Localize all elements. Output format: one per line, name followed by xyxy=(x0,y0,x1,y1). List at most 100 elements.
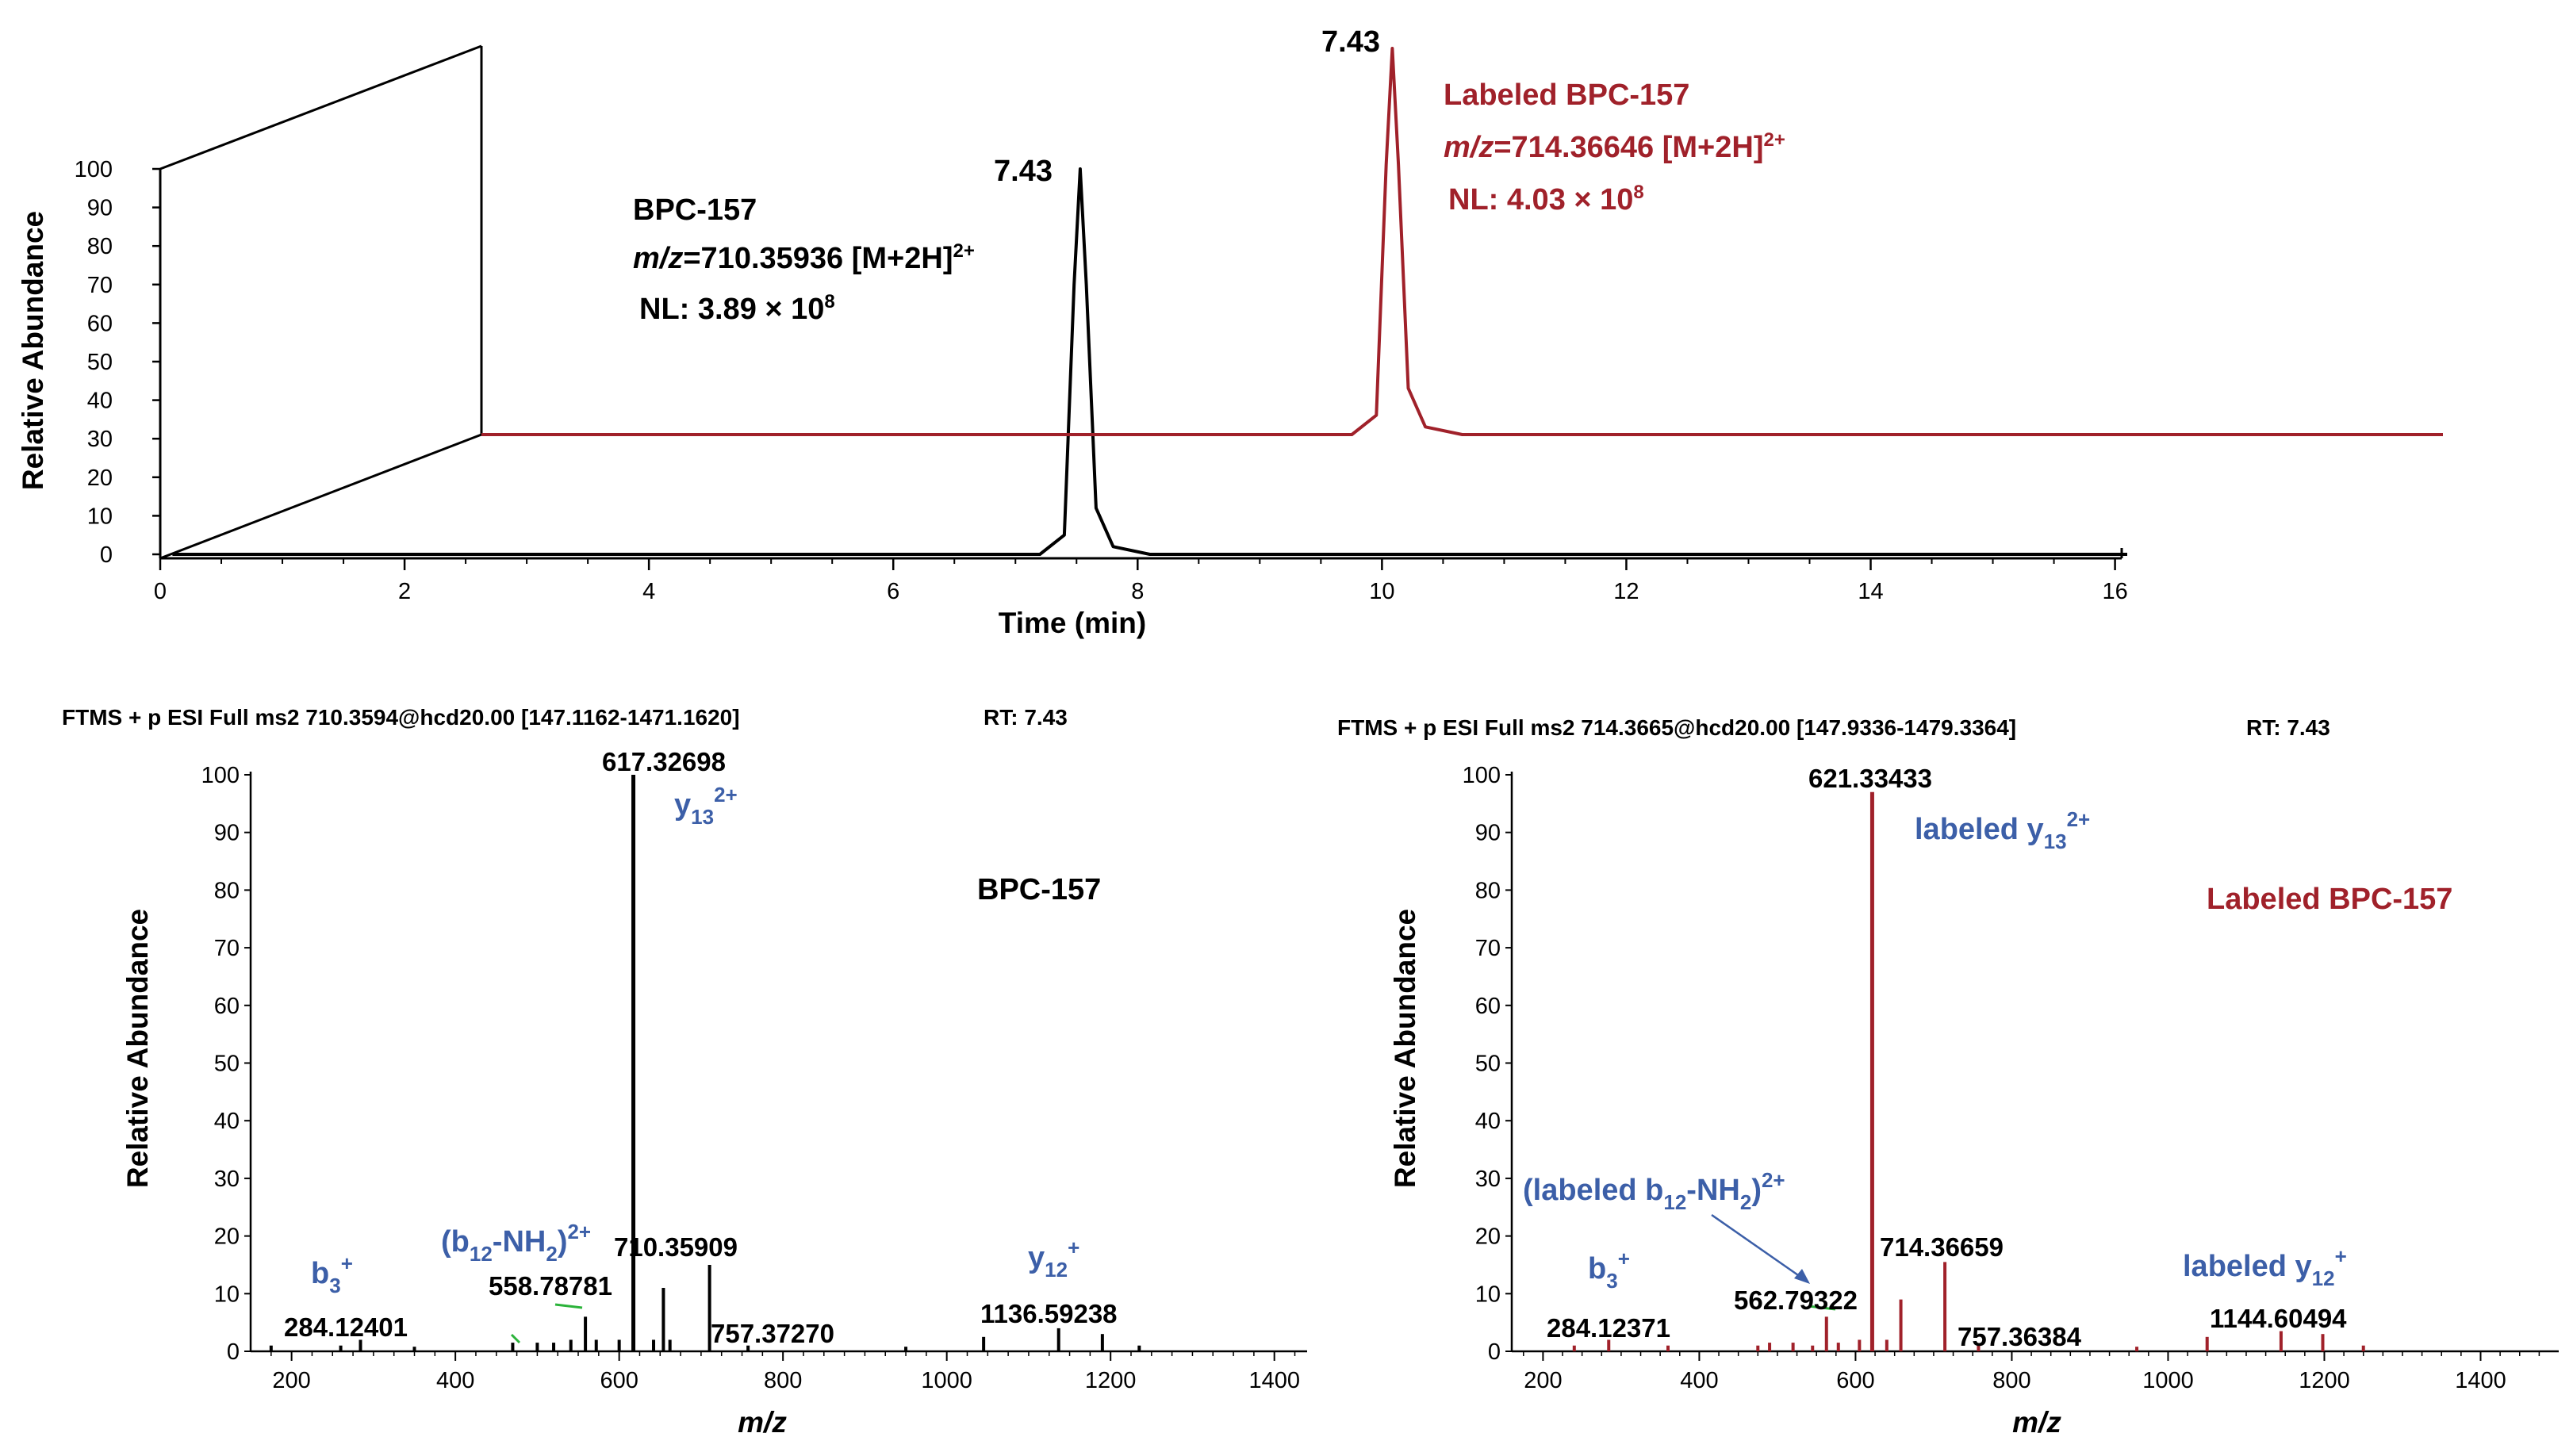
y-tick-label: 30 xyxy=(214,1167,240,1192)
spectrum-panel-labeled: FTMS + p ESI Full ms2 714.3665@hcd20.00 … xyxy=(1337,715,2559,1439)
annotation-bpc157: BPC-157 m/z=710.35936 [M+2H]2+ NL: 3.89 … xyxy=(633,193,975,326)
x-tick-label: 0 xyxy=(154,579,167,604)
compound-label: Labeled BPC-157 xyxy=(2207,883,2452,916)
peaks xyxy=(269,775,1141,1351)
y-tick-label: 70 xyxy=(87,273,113,298)
peak-label: 714.36659 xyxy=(1880,1232,2004,1262)
x-tick-label: 800 xyxy=(764,1368,802,1393)
y-tick-label: 80 xyxy=(214,878,240,903)
x-tick-label: 1400 xyxy=(1248,1368,1300,1393)
y-tick-label: 50 xyxy=(214,1052,240,1077)
x-tick-label: 14 xyxy=(1858,579,1883,604)
peak-label: 757.36384 xyxy=(1958,1322,2082,1351)
x-tick-label: 400 xyxy=(436,1368,474,1393)
x-axis-label: m/z xyxy=(738,1406,787,1439)
y-tick-label: 10 xyxy=(214,1282,240,1307)
peak-label: 1144.60494 xyxy=(2210,1304,2347,1333)
x-tick-label: 1400 xyxy=(2455,1368,2506,1393)
x-tick-label: 1000 xyxy=(2142,1368,2194,1393)
ion-label: (labeled b12-NH2)2+ xyxy=(1523,1168,1785,1214)
compound-label: BPC-157 xyxy=(977,873,1101,906)
y-tick-label: 90 xyxy=(214,821,240,846)
annotation-marker xyxy=(1808,1305,1836,1311)
x-tick-label: 200 xyxy=(1524,1368,1562,1393)
ion-label: b3+ xyxy=(311,1251,353,1297)
x-tick-label: 12 xyxy=(1613,579,1639,604)
annotation-name: Labeled BPC-157 xyxy=(1444,79,1689,112)
x-tick-label: 16 xyxy=(2102,579,2127,604)
y-tick-label: 0 xyxy=(100,542,113,568)
y-tick-label: 100 xyxy=(75,157,113,182)
ion-label: labeled y12+ xyxy=(2183,1244,2347,1290)
annotation-nl: NL: 4.03 × 108 xyxy=(1448,182,1644,216)
ion-label: y12+ xyxy=(1028,1236,1079,1282)
trace-labeled xyxy=(481,47,2443,436)
retention-time: RT: 7.43 xyxy=(2246,715,2330,740)
peak-label: 617.32698 xyxy=(602,747,726,776)
x-tick-label: 400 xyxy=(1680,1368,1718,1393)
scan-header: FTMS + p ESI Full ms2 714.3665@hcd20.00 … xyxy=(1337,715,2016,740)
x-tick-label: 4 xyxy=(642,579,655,604)
retention-time: RT: 7.43 xyxy=(984,705,1068,730)
trace-bpc157 xyxy=(172,167,2127,556)
peaks xyxy=(1572,791,2365,1351)
peak-label: 562.79322 xyxy=(1734,1285,1858,1315)
y-axis-label: Relative Abundance xyxy=(17,211,49,490)
y-tick-label: 40 xyxy=(214,1109,240,1134)
y-tick-label: 100 xyxy=(1463,763,1501,788)
ion-label: (b12-NH2)2+ xyxy=(441,1220,591,1266)
x-tick-label: 800 xyxy=(1992,1368,2030,1393)
x-tick-label: 200 xyxy=(272,1368,310,1393)
annotation-arrow-head xyxy=(1794,1269,1810,1284)
annotation-marker xyxy=(554,1303,583,1309)
y-tick-label: 50 xyxy=(87,350,113,375)
annotation-marker xyxy=(510,1333,521,1344)
y-tick-label: 70 xyxy=(1475,936,1501,961)
annotation-nl: NL: 3.89 × 108 xyxy=(639,291,835,326)
y-tick-label: 10 xyxy=(1475,1282,1501,1307)
y-tick-label: 60 xyxy=(1475,994,1501,1019)
x-ticks: 200 400 600 800 1000 1200 1400 xyxy=(1523,1351,2540,1393)
x-ticks: 200 400 600 800 1000 1200 1400 xyxy=(270,1351,1300,1393)
ion-label: labeled y132+ xyxy=(1915,807,2090,853)
peak-label: 1136.59238 xyxy=(980,1299,1118,1328)
x-tick-label: 2 xyxy=(398,579,411,604)
y-tick-label: 90 xyxy=(1475,821,1501,846)
axes xyxy=(249,772,1307,1353)
y-tick-label: 20 xyxy=(214,1224,240,1250)
axes xyxy=(1510,772,2559,1353)
y-ticks: 0 10 20 30 40 50 60 70 80 90 100 xyxy=(75,157,160,568)
axes xyxy=(159,44,2123,560)
y-tick-label: 60 xyxy=(87,311,113,336)
y-tick-label: 20 xyxy=(87,466,113,491)
peak-label: 284.12401 xyxy=(284,1312,408,1342)
y-tick-label: 80 xyxy=(87,234,113,259)
annotation-mz: m/z=710.35936 [M+2H]2+ xyxy=(633,240,975,275)
chromatogram-panel: Relative Abundance 010203040506070809010… xyxy=(17,25,2443,639)
x-tick-label: 8 xyxy=(1131,579,1144,604)
y-tick-label: 20 xyxy=(1475,1224,1501,1250)
peak-label: 284.12371 xyxy=(1547,1313,1670,1343)
y-axis-label: Relative Abundance xyxy=(1389,909,1421,1188)
annotation-labeled: Labeled BPC-157 m/z=714.36646 [M+2H]2+ N… xyxy=(1444,79,1785,216)
x-axis-label: Time (min) xyxy=(999,607,1146,639)
y-tick-label: 60 xyxy=(214,994,240,1019)
y-axis-label: Relative Abundance xyxy=(121,909,154,1188)
peak-label-rt-labeled: 7.43 xyxy=(1321,25,1380,59)
y-tick-label: 50 xyxy=(1475,1052,1501,1077)
y-ticks: 0 10 20 30 40 50 60 70 80 90 100 xyxy=(1463,763,1512,1365)
y-tick-label: 70 xyxy=(214,936,240,961)
y-tick-label: 0 xyxy=(227,1339,240,1365)
depth-edge-bottom xyxy=(159,433,482,560)
peak-label: 621.33433 xyxy=(1808,764,1932,793)
annotation-arrow xyxy=(1711,1213,1809,1284)
y-tick-label: 90 xyxy=(87,196,113,221)
y-tick-label: 80 xyxy=(1475,878,1501,903)
ion-label: y132+ xyxy=(674,783,738,829)
peak-label: 558.78781 xyxy=(489,1271,612,1301)
y-tick-label: 0 xyxy=(1488,1339,1501,1365)
y-tick-label: 30 xyxy=(87,427,113,452)
x-tick-label: 600 xyxy=(600,1368,638,1393)
y-tick-label: 10 xyxy=(87,504,113,529)
